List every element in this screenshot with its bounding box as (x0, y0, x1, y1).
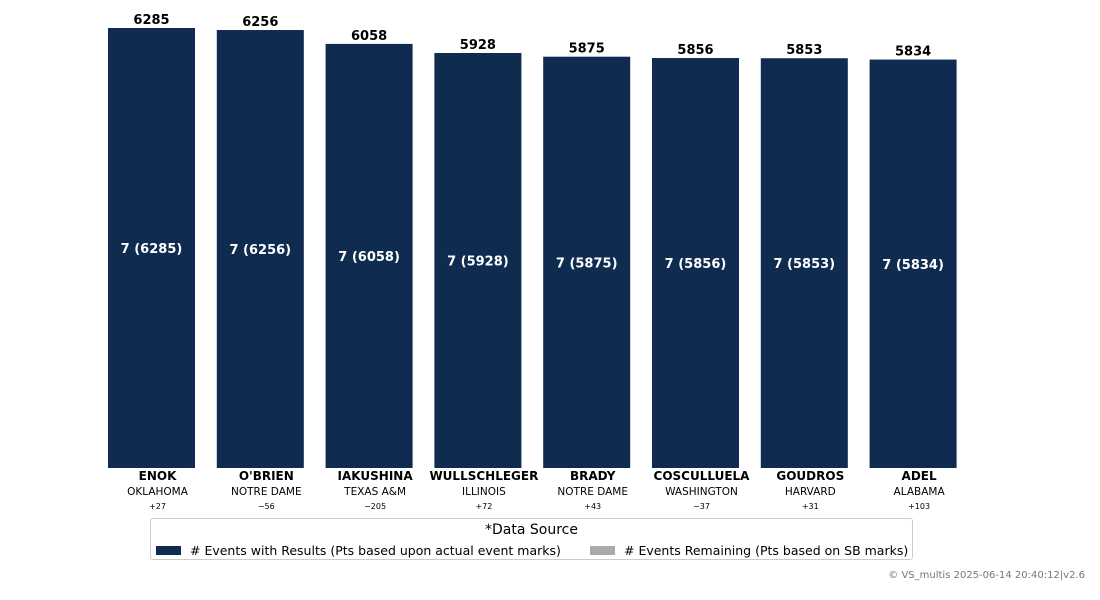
delta-label: +72 (475, 502, 492, 511)
delta-label: +31 (802, 502, 819, 511)
bar (869, 59, 957, 469)
school-label: OKLAHOMA (127, 486, 189, 498)
bar-total-label: 5853 (786, 43, 822, 58)
bar-total-label: 6285 (133, 13, 169, 28)
legend-swatch-results (156, 546, 181, 555)
bar-total-label: 5875 (569, 42, 605, 57)
school-label: WASHINGTON (665, 486, 738, 498)
delta-label: −37 (693, 502, 710, 511)
bar-inner-label: 7 (6256) (229, 243, 291, 258)
bar-inner-label: 7 (6285) (121, 242, 183, 257)
bar-inner-label: 7 (5928) (447, 254, 509, 269)
athlete-name-label: BRADY (570, 469, 616, 483)
bar-inner-label: 7 (5834) (882, 258, 944, 273)
school-label: TEXAS A&M (343, 486, 406, 498)
bar (216, 30, 304, 468)
bar (543, 56, 631, 469)
bar-inner-label: 7 (5875) (556, 256, 618, 271)
athlete-name-label: GOUDROS (776, 469, 844, 483)
athlete-name-label: COSCULLUELA (654, 469, 751, 483)
bar (108, 28, 195, 468)
bar-inner-label: 7 (5856) (665, 257, 727, 272)
legend-swatch-remaining (590, 546, 615, 555)
delta-label: −205 (364, 502, 386, 511)
legend-item-results: # Events with Results (Pts based upon ac… (156, 543, 561, 558)
legend: *Data Source # Events with Results (Pts … (150, 518, 913, 560)
bar-total-label: 6058 (351, 29, 387, 44)
school-label: HARVARD (785, 486, 836, 498)
legend-label-remaining: # Events Remaining (Pts based on SB mark… (624, 543, 909, 558)
school-label: NOTRE DAME (231, 486, 302, 498)
school-label: ALABAMA (894, 486, 946, 498)
athlete-name-label: ENOK (139, 469, 177, 483)
school-label: NOTRE DAME (557, 486, 628, 498)
bar-inner-label: 7 (5853) (773, 257, 835, 272)
bar-inner-label: 7 (6058) (338, 250, 400, 265)
athlete-name-label: WULLSCHLEGER (429, 469, 538, 483)
delta-label: −56 (258, 502, 275, 511)
bar (325, 43, 413, 468)
bar (652, 58, 739, 468)
bar-total-label: 5834 (895, 45, 931, 60)
bar-total-label: 5856 (677, 43, 713, 58)
bar-total-label: 5928 (460, 38, 496, 53)
legend-item-remaining: # Events Remaining (Pts based on SB mark… (590, 543, 908, 558)
athlete-name-label: ADEL (902, 469, 937, 483)
delta-label: +43 (584, 502, 601, 511)
bar (434, 52, 522, 469)
bar (760, 58, 848, 468)
bar-total-label: 6256 (242, 15, 278, 30)
school-label: ILLINOIS (462, 486, 506, 498)
footer-credit: © VS_multis 2025-06-14 20:40:12|v2.6 (888, 570, 1085, 581)
legend-label-results: # Events with Results (Pts based upon ac… (190, 543, 561, 558)
athlete-name-label: IAKUSHINA (338, 469, 414, 483)
athlete-name-label: O'BRIEN (239, 469, 294, 483)
delta-label: +27 (149, 502, 166, 511)
legend-title: *Data Source (485, 522, 578, 538)
delta-label: +103 (908, 502, 930, 511)
